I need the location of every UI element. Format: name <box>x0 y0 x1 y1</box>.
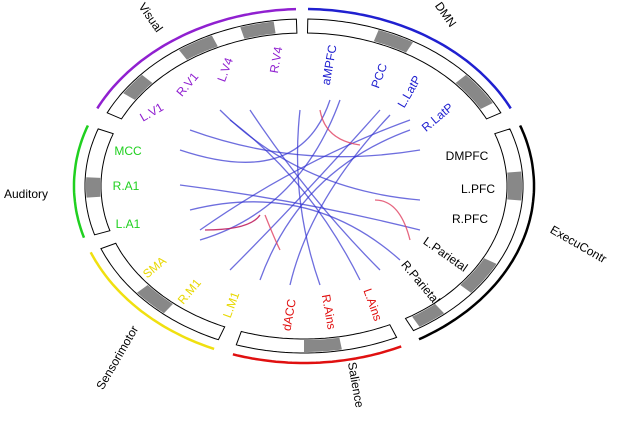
group-label: Sensorimotor <box>93 323 141 392</box>
track-block <box>137 285 173 314</box>
links <box>179 99 421 286</box>
node-label: L.V4 <box>214 55 236 83</box>
link <box>289 114 391 286</box>
node-label: L.V1 <box>137 100 166 125</box>
group-track <box>100 242 226 341</box>
link <box>204 214 261 231</box>
link <box>249 109 381 271</box>
group-arc <box>72 124 90 239</box>
track-block <box>123 74 153 100</box>
node-label: L.M1 <box>220 289 242 319</box>
node-label: R.PFC <box>452 212 488 226</box>
node-label: R.M1 <box>175 276 204 307</box>
node-label: PCC <box>368 61 390 90</box>
link <box>296 109 321 286</box>
group-label: Salience <box>345 361 367 409</box>
track-block <box>240 21 276 39</box>
node-label: dACC <box>280 298 299 332</box>
link <box>189 201 401 261</box>
node-label: aMPFC <box>319 43 340 86</box>
link <box>229 119 361 281</box>
group-arc <box>232 345 402 365</box>
node-label: MCC <box>114 144 142 158</box>
link <box>264 214 281 251</box>
group-arc <box>307 7 512 110</box>
node-label: SMA <box>140 254 169 281</box>
group-arc <box>96 7 297 110</box>
group-label: Auditory <box>4 187 48 201</box>
track-block <box>373 30 413 53</box>
node-label: DMPFC <box>446 149 489 163</box>
track-block <box>304 337 342 352</box>
track-block <box>179 35 218 60</box>
node-label: R.LatP <box>419 100 456 134</box>
track-block <box>507 171 522 201</box>
link <box>199 119 411 231</box>
link <box>179 99 331 163</box>
node-label: L.Parietal <box>421 234 471 275</box>
node-label: L.A1 <box>116 217 141 231</box>
link <box>189 129 421 158</box>
track-block <box>86 177 101 198</box>
track-block <box>460 258 497 293</box>
link <box>259 129 411 281</box>
group-track <box>404 128 524 332</box>
group-label: DMN <box>432 0 459 30</box>
track-block <box>455 74 493 109</box>
link <box>199 99 341 241</box>
node-label: L.Ains <box>360 287 385 323</box>
group-arc <box>89 251 215 351</box>
node-label: R.A1 <box>113 179 140 193</box>
link <box>374 199 411 241</box>
group-arc <box>418 124 536 341</box>
group-track <box>106 18 298 120</box>
node-label: R.V1 <box>173 70 201 100</box>
node-label: R.V4 <box>267 45 285 74</box>
node-label: R.Ains <box>319 293 339 330</box>
node-label: R.Parietal <box>398 258 443 307</box>
track-block <box>412 304 445 327</box>
group-label: Visual <box>136 0 166 35</box>
group-label: ExecuContr <box>548 223 609 266</box>
link <box>219 109 421 201</box>
node-label: L.PFC <box>461 182 495 196</box>
node-label: L.LatP <box>395 73 424 110</box>
link <box>319 109 361 146</box>
group-track <box>235 324 398 354</box>
link <box>229 109 381 271</box>
